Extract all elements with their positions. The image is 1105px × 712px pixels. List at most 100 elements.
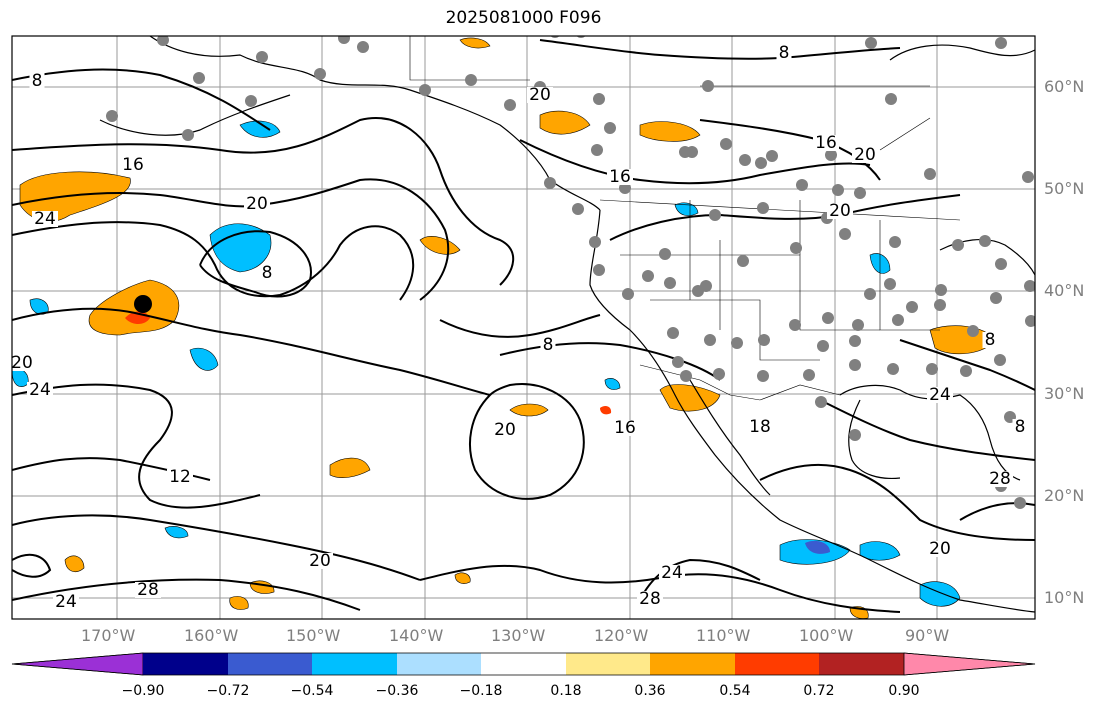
station-dot (622, 288, 634, 300)
colorbar-tick-label: 0.90 (888, 683, 920, 699)
station-dot (672, 356, 684, 368)
contour-label-bg (540, 337, 556, 353)
station-dot (245, 95, 257, 107)
contour-label: 20 (11, 353, 33, 373)
station-dot (589, 236, 601, 248)
contour-label-bg (27, 382, 53, 398)
station-dot (106, 110, 118, 122)
station-dot (544, 177, 556, 189)
contour-label-bg (527, 87, 553, 103)
contour-label: 20 (854, 145, 876, 165)
station-dot (892, 314, 904, 326)
station-dot (889, 236, 901, 248)
station-dot (849, 359, 861, 371)
station-dot (994, 354, 1006, 366)
station-dot (924, 168, 936, 180)
contour-label: 8 (985, 330, 996, 350)
station-dot (1014, 497, 1026, 509)
station-dot (642, 270, 654, 282)
station-dot (1025, 315, 1035, 327)
lon-label-120w: 120°W (594, 626, 649, 645)
station-dot (709, 209, 721, 221)
contour-label: 20 (494, 420, 516, 440)
lon-label-150w: 150°W (286, 626, 341, 645)
station-dot (906, 301, 918, 313)
contour-label-bg (987, 471, 1013, 487)
station-dot (419, 84, 431, 96)
strong-negative-patches (805, 540, 830, 554)
contour-label-bg (32, 211, 58, 227)
contour-label-bg (259, 265, 275, 281)
colorbar-tick-label: −0.18 (459, 683, 503, 699)
lat-label-10n: 10°N (1044, 588, 1085, 607)
station-dot (465, 74, 477, 86)
contour-label: 24 (929, 385, 951, 405)
coastlines (99, 36, 1035, 613)
contour-label-bg (852, 147, 878, 163)
political-borders (409, 36, 961, 401)
station-dot (852, 319, 864, 331)
station-dot (815, 396, 827, 408)
lat-label-40n: 40°N (1044, 281, 1085, 300)
station-dot (952, 239, 964, 251)
station-dot (926, 363, 938, 375)
station-dot (314, 68, 326, 80)
station-dot (664, 277, 676, 289)
colorbar-tick-label: 0.54 (719, 683, 751, 699)
colorbar-tick-label: −0.36 (375, 683, 419, 699)
map-title: 2025081000 F096 (445, 8, 602, 28)
station-dot (680, 370, 692, 382)
station-dot (803, 369, 815, 381)
station-dot (822, 312, 834, 324)
lon-label-100w: 100°W (799, 626, 854, 645)
lat-label-60n: 60°N (1044, 77, 1085, 96)
contour-label: 8 (543, 335, 554, 355)
station-dot (934, 299, 946, 311)
station-dot (504, 99, 516, 111)
contour-label: 24 (34, 209, 56, 229)
contour-label: 28 (137, 580, 159, 600)
station-dot (790, 242, 802, 254)
contour-label: 18 (749, 417, 771, 437)
colorbar-tick-label: 0.72 (803, 683, 835, 699)
contour-label-bg (659, 565, 685, 581)
station-dot (686, 146, 698, 158)
contour-label: 20 (529, 85, 551, 105)
colorbar-tick-label: −0.90 (121, 683, 165, 699)
station-dot (692, 285, 704, 297)
station-dot (704, 334, 716, 346)
map-background (12, 36, 1035, 619)
contour-label-bg (927, 541, 953, 557)
lon-label-110w: 110°W (696, 626, 751, 645)
station-dot (990, 292, 1002, 304)
contour-label-bg (29, 73, 45, 89)
station-dot (604, 122, 616, 134)
contour-label-bg (53, 594, 79, 610)
station-dot (1022, 171, 1034, 183)
lon-label-140w: 140°W (389, 626, 444, 645)
station-dot (825, 149, 837, 161)
contour-label: 20 (829, 201, 851, 221)
lon-label-160w: 160°W (184, 626, 239, 645)
contour-label-bg (982, 332, 998, 348)
contour-label-bg (827, 203, 853, 219)
colorbar-tick-label: −0.54 (290, 683, 334, 699)
contour-label-group: 8162420820242012202824820161624288162082… (11, 43, 1028, 612)
station-dot (884, 278, 896, 290)
station-dot (1024, 280, 1035, 292)
station-dot (737, 255, 749, 267)
contour-label-bg (607, 169, 633, 185)
station-dot (659, 248, 671, 260)
station-dot (757, 202, 769, 214)
station-dot (839, 228, 851, 240)
station-dot (796, 179, 808, 191)
station-dot (995, 258, 1007, 270)
lat-label-50n: 50°N (1044, 179, 1085, 198)
contour-label: 28 (639, 589, 661, 609)
lon-label-170w: 170°W (81, 626, 136, 645)
station-dot (338, 36, 350, 44)
station-dot (593, 93, 605, 105)
contour-label: 16 (609, 167, 631, 187)
contour-label: 8 (1015, 417, 1026, 437)
